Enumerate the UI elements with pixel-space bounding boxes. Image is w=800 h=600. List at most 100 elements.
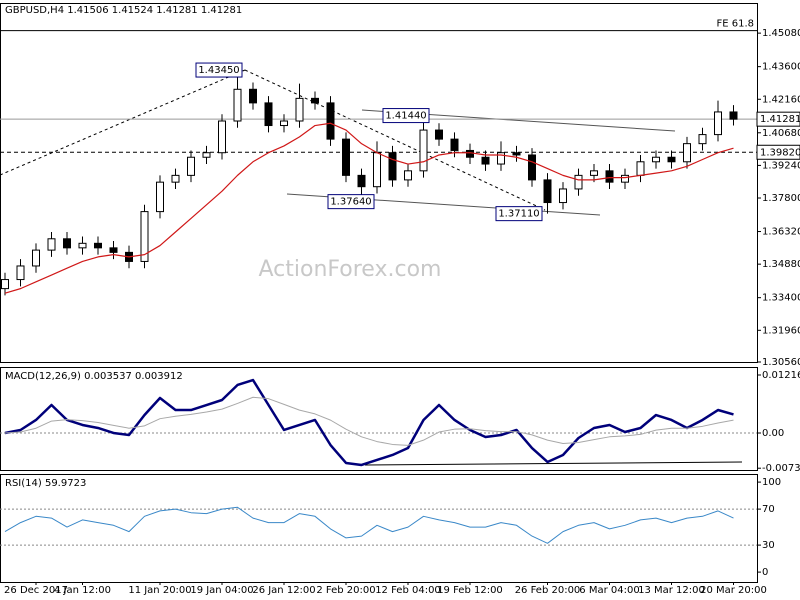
- y-tick-label: 1.39240: [762, 160, 800, 171]
- candle-body: [373, 152, 381, 188]
- candle-body: [404, 170, 412, 181]
- level-label: 1.41281: [760, 114, 800, 125]
- x-tick-label: 19 Jan 04:00: [190, 585, 253, 596]
- candle-body: [264, 102, 273, 127]
- candle-body: [574, 174, 583, 190]
- x-tick-label: 4 Jan 12:00: [54, 585, 111, 596]
- panel-title: RSI(14) 59.9723: [5, 478, 86, 489]
- candle-body: [311, 97, 319, 104]
- price-annotation: 1.37110: [498, 209, 539, 220]
- candle-body: [63, 238, 71, 249]
- x-tick-label: 19 Feb 12:00: [437, 585, 503, 596]
- series-line: [4, 378, 734, 467]
- price-annotation: 1.41440: [385, 111, 426, 122]
- candle-body: [497, 152, 505, 165]
- y-tick-label: 1.40680: [762, 128, 800, 139]
- x-tick-label: 20 Mar 20:00: [700, 585, 767, 596]
- y-tick-label: 1.37800: [762, 193, 800, 204]
- price-annotation: 1.37640: [330, 197, 371, 208]
- price-annotation-box: [495, 206, 543, 222]
- y-tick-label: 1.33400: [762, 293, 800, 304]
- price-annotation-box: [195, 62, 243, 78]
- candle-body: [280, 120, 288, 127]
- price-annotation-box: [327, 194, 375, 210]
- candle-body: [419, 129, 428, 172]
- candle-body: [202, 152, 211, 158]
- candle-body: [559, 188, 567, 204]
- y-tick-label: 100: [762, 477, 781, 488]
- candle-body: [605, 170, 614, 183]
- candle-body: [171, 174, 180, 183]
- candle-body: [714, 111, 722, 136]
- y-tick-label: 1.43600: [762, 62, 800, 73]
- candle-body: [590, 170, 598, 176]
- candle-body: [388, 152, 397, 181]
- macd-trend-line: [364, 461, 743, 466]
- candle-body: [481, 156, 490, 165]
- y-tick-label: 1.45080: [762, 28, 800, 39]
- watermark: ActionForex.com: [259, 257, 442, 282]
- candle-body: [683, 143, 691, 163]
- candle-body: [528, 154, 536, 181]
- main-panel: [0, 3, 758, 363]
- candle-body: [295, 97, 304, 122]
- panel-title: GBPUSD,H4 1.41506 1.41524 1.41281 1.4128…: [5, 5, 242, 16]
- candle-body: [47, 238, 56, 251]
- x-tick-label: 26 Jan 12:00: [252, 585, 315, 596]
- y-tick-label: 1.34880: [762, 259, 800, 270]
- series-line: [4, 506, 734, 544]
- candle-body: [729, 111, 738, 120]
- candle-body: [466, 149, 474, 158]
- panel-title: MACD(12,26,9) 0.003537 0.003912: [5, 371, 183, 382]
- candle-body: [652, 156, 660, 163]
- candle-body: [450, 138, 459, 151]
- x-tick-label: 12 Feb 04:00: [375, 585, 441, 596]
- x-tick-label: 26 Dec 2017: [4, 585, 68, 596]
- candle-body: [667, 156, 676, 163]
- candle-body: [357, 174, 366, 188]
- candle-body: [698, 134, 707, 145]
- candle-body: [94, 242, 102, 249]
- y-tick-label: 0: [762, 567, 768, 578]
- x-tick-label: 26 Feb 20:00: [515, 585, 581, 596]
- y-tick-label: 1.30560: [762, 357, 800, 368]
- y-tick-label: -0.007384: [762, 463, 800, 474]
- level-box: [756, 144, 800, 160]
- series-line: [4, 396, 734, 446]
- candle-body: [543, 179, 552, 204]
- candle-body: [1, 279, 9, 290]
- x-tick-label: 11 Jan 20:00: [128, 585, 191, 596]
- y-tick-label: 0.012164: [762, 370, 800, 381]
- candle-body: [621, 174, 629, 183]
- candle-body: [109, 247, 118, 253]
- x-tick-label: 2 Feb 20:00: [316, 585, 375, 596]
- candle-body: [187, 156, 195, 176]
- candle-body: [78, 242, 87, 249]
- y-tick-label: 30: [762, 540, 775, 551]
- trend-line: [244, 69, 546, 211]
- fib-label: FE 61.8: [716, 19, 754, 30]
- candle-body: [512, 152, 521, 156]
- candle-body: [156, 181, 164, 213]
- candle-body: [435, 129, 443, 140]
- candle-body: [342, 138, 350, 176]
- candle-body: [32, 249, 40, 267]
- y-tick-label: 1.42160: [762, 94, 800, 105]
- candle-body: [249, 88, 257, 104]
- candle-body: [16, 265, 25, 281]
- level-label: 1.39820: [760, 147, 800, 158]
- trend-line: [0, 69, 246, 176]
- candle-body: [636, 161, 645, 176]
- rsi-panel: [0, 474, 758, 583]
- macd-panel: [0, 367, 758, 471]
- candle-body: [233, 88, 242, 122]
- y-tick-label: 1.36320: [762, 227, 800, 238]
- y-tick-label: 1.31960: [762, 325, 800, 336]
- candle-body: [326, 102, 335, 140]
- series-line: [4, 122, 734, 294]
- candle-body: [140, 211, 149, 262]
- y-tick-label: 70: [762, 504, 775, 515]
- price-annotation: 1.43450: [198, 65, 239, 76]
